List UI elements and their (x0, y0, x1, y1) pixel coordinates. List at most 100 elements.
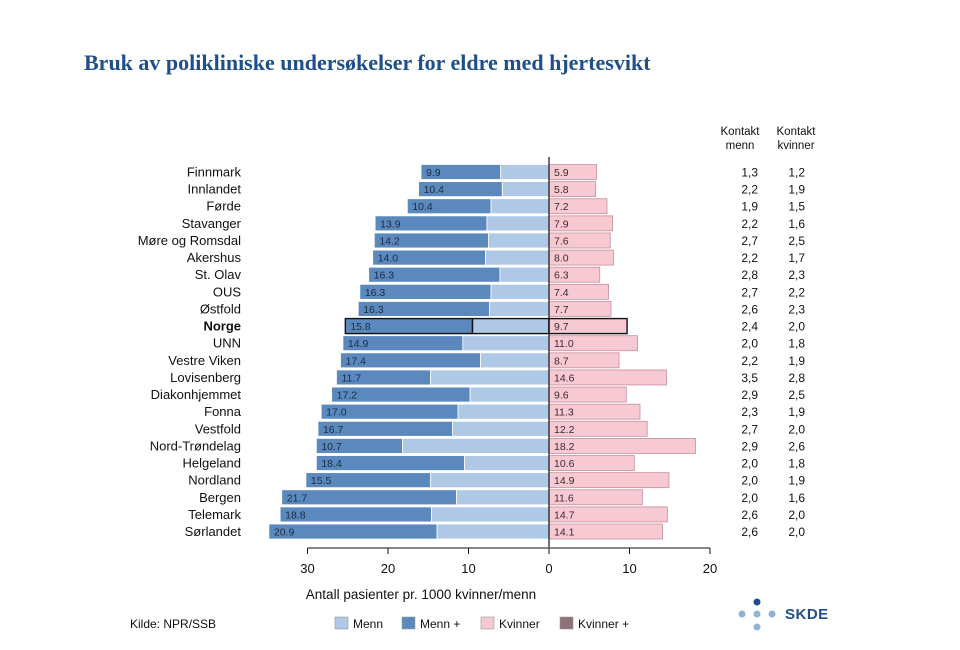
category-label: OUS (213, 284, 242, 299)
category-label: Helgeland (182, 456, 241, 471)
bar-menn (451, 420, 550, 437)
category-label: Møre og Romsdal (138, 233, 241, 248)
bar-menn (430, 369, 550, 386)
category-label: Stavanger (182, 216, 242, 231)
bar-menn (431, 506, 550, 523)
x-tick-label: 10 (622, 561, 636, 576)
category-label: Førde (206, 199, 241, 214)
legend-label: Kvinner (499, 617, 540, 631)
table-cell-kontakt-kvinner: 2,3 (788, 302, 805, 316)
category-label: Vestfold (195, 421, 241, 436)
table-cell-kontakt-kvinner: 2,5 (788, 388, 805, 402)
bar-label-menn-plus: 17.0 (326, 407, 347, 419)
x-axis-title: Antall pasienter pr. 1000 kvinner/menn (306, 587, 536, 602)
table-cell-kontakt-kvinner: 2,2 (788, 285, 805, 299)
bar-label-menn-plus: 17.4 (346, 355, 367, 367)
category-label: Telemark (188, 507, 241, 522)
bar-label-menn-plus: 16.3 (363, 304, 384, 316)
category-label: UNN (213, 336, 241, 351)
source-note: Kilde: NPR/SSB (130, 617, 217, 631)
table-cell-kontakt-kvinner: 2,5 (788, 234, 805, 248)
bar-menn (480, 352, 550, 369)
bar-label-menn-plus: 18.4 (321, 458, 342, 470)
table-header-label: menn (726, 140, 755, 152)
bar-label-menn-plus: 20.9 (274, 527, 295, 539)
bar-label-menn-plus: 16.3 (374, 270, 395, 282)
table-cell-kontakt-menn: 2,9 (741, 439, 758, 453)
bar-menn (402, 438, 550, 454)
table-cell-kontakt-menn: 2,2 (741, 183, 758, 197)
category-label: Østfold (200, 301, 241, 316)
bar-menn (436, 523, 550, 540)
bar-label-kvinner: 8.7 (554, 355, 569, 367)
legend-swatch (480, 616, 495, 630)
bar-label-kvinner: 11.0 (554, 338, 574, 350)
bar-label-menn-plus: 17.2 (337, 390, 358, 402)
bar-label-kvinner: 7.4 (554, 287, 569, 299)
table-cell-kontakt-kvinner: 1,9 (788, 474, 805, 488)
table-header-label: Kontakt (721, 126, 761, 138)
bar-label-menn-plus: 10.7 (321, 441, 342, 453)
bar-menn (490, 283, 550, 300)
table-cell-kontakt-menn: 2,7 (741, 285, 758, 299)
bar-label-menn-plus: 11.7 (341, 372, 361, 384)
table-cell-kontakt-menn: 2,6 (741, 525, 758, 539)
bar-label-menn-plus: 10.4 (424, 184, 445, 196)
table-cell-kontakt-menn: 2,3 (741, 405, 758, 419)
bar-menn (456, 489, 550, 506)
bar-label-kvinner: 5.9 (554, 167, 569, 179)
table-cell-kontakt-menn: 2,0 (741, 337, 758, 351)
bar-label-kvinner: 11.6 (554, 492, 574, 504)
legend-swatch (334, 616, 349, 630)
table-cell-kontakt-kvinner: 1,9 (788, 183, 805, 197)
skde-logo: SKDE (737, 597, 837, 637)
bar-label-menn-plus: 9.9 (426, 167, 441, 179)
bar-menn (486, 215, 550, 232)
category-label: Sørlandet (185, 524, 242, 539)
x-tick-label: 30 (300, 561, 314, 576)
category-label: Innlandet (188, 182, 242, 197)
legend-label: Menn (353, 617, 383, 631)
x-tick-label: 0 (545, 561, 552, 576)
bar-menn (469, 386, 550, 403)
skde-logo-text: SKDE (785, 606, 829, 623)
bar-menn (457, 403, 550, 420)
skde-logo-dots-icon (738, 598, 776, 631)
bar-label-menn-plus: 18.8 (285, 509, 306, 521)
bar-label-menn-plus: 16.7 (323, 424, 344, 436)
bar-menn (500, 164, 550, 180)
table-cell-kontakt-menn: 2,2 (741, 217, 758, 231)
bar-menn (471, 317, 550, 335)
table-cell-kontakt-menn: 2,0 (741, 457, 758, 471)
table-cell-kontakt-kvinner: 2,3 (788, 268, 805, 282)
table-cell-kontakt-kvinner: 2,0 (788, 508, 805, 522)
bar-label-kvinner: 5.8 (554, 184, 569, 196)
table-cell-kontakt-menn: 1,9 (741, 200, 758, 214)
category-label: Akershus (187, 250, 242, 265)
bar-label-menn-plus: 15.5 (311, 475, 332, 487)
bar-label-kvinner: 14.1 (554, 527, 575, 539)
bar-label-kvinner: 9.6 (554, 390, 569, 402)
table-cell-kontakt-kvinner: 2,8 (788, 371, 805, 385)
bar-label-kvinner: 7.9 (554, 218, 569, 230)
table-cell-kontakt-menn: 2,2 (741, 251, 758, 265)
table-header-label: kvinner (777, 140, 814, 152)
table-cell-kontakt-kvinner: 1,8 (788, 457, 805, 471)
table-cell-kontakt-menn: 3,5 (741, 371, 758, 385)
table-cell-kontakt-kvinner: 1,6 (788, 217, 805, 231)
category-label: Vestre Viken (168, 353, 241, 368)
bar-label-menn-plus: 14.0 (378, 253, 399, 265)
category-label: Fonna (204, 404, 242, 419)
legend-label: Menn + (420, 617, 460, 631)
table-cell-kontakt-menn: 2,2 (741, 354, 758, 368)
bar-label-kvinner: 7.6 (554, 235, 569, 247)
table-cell-kontakt-menn: 1,3 (741, 166, 758, 180)
table-cell-kontakt-kvinner: 1,6 (788, 491, 805, 505)
table-cell-kontakt-menn: 2,0 (741, 491, 758, 505)
bar-menn (430, 472, 550, 489)
table-cell-kontakt-kvinner: 1,7 (788, 251, 805, 265)
x-tick-label: 10 (461, 561, 475, 576)
chart-title: Bruk av polikliniske undersøkelser for e… (84, 50, 651, 75)
bar-label-kvinner: 14.7 (554, 509, 575, 521)
